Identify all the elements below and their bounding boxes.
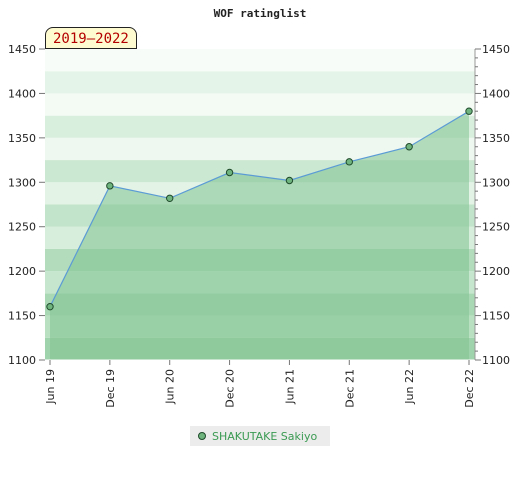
y-tick-label-right: 1250 [482,221,510,234]
data-point [225,168,234,177]
legend-marker-icon [198,432,206,440]
period-badge: 2019–2022 [45,27,137,49]
background-band [45,137,475,161]
x-tick-label: Jun 20 [164,369,177,405]
background-band [45,71,475,94]
y-tick-label-left: 1100 [8,354,36,367]
y-tick-label-right: 1450 [482,43,510,56]
axes-layer: 1100 1100 1150 1150 1200 1200 1250 1250 1300 1300… [8,43,510,408]
background-band [45,93,475,116]
legend-label: SHAKUTAKE Sakiyo [212,429,318,443]
y-tick-label-left: 1350 [8,132,36,145]
y-tick-label-right: 1400 [482,87,510,100]
y-tick-label-right: 1200 [482,265,510,278]
x-tick-label: Jun 19 [44,369,57,405]
y-tick-label-left: 1250 [8,221,36,234]
y-tick-label-right: 1150 [482,310,510,323]
x-tick-label: Dec 21 [343,369,356,408]
area-fill [50,111,469,360]
data-point [465,107,473,115]
series-line [49,110,470,307]
y-tick-label-right: 1350 [482,132,510,145]
legend: SHAKUTAKE Sakiyo [190,426,330,446]
y-tick-label-left: 1150 [8,310,36,323]
x-tick-label: Dec 19 [104,369,117,408]
x-tick-label: Dec 22 [463,369,476,408]
chart-title: WOF ratinglist [214,7,307,20]
x-tick-label: Jun 22 [403,369,416,405]
x-tick-label: Jun 21 [283,369,296,405]
data-point [285,176,294,185]
y-tick-label-left: 1400 [8,87,36,100]
points-layer [46,107,473,311]
y-tick-label-right: 1100 [482,354,510,367]
background-band [45,115,475,138]
y-tick-label-right: 1300 [482,176,510,189]
y-tick-label-left: 1200 [8,265,36,278]
data-point [46,302,54,311]
y-tick-label-left: 1450 [8,43,36,56]
data-point [405,143,413,151]
area-layer [49,110,470,360]
y-tick-label-left: 1300 [8,176,36,189]
data-point [106,182,114,190]
data-point [166,194,174,202]
x-tick-label: Dec 20 [224,369,237,408]
background-band [45,49,475,72]
data-point [345,158,353,166]
